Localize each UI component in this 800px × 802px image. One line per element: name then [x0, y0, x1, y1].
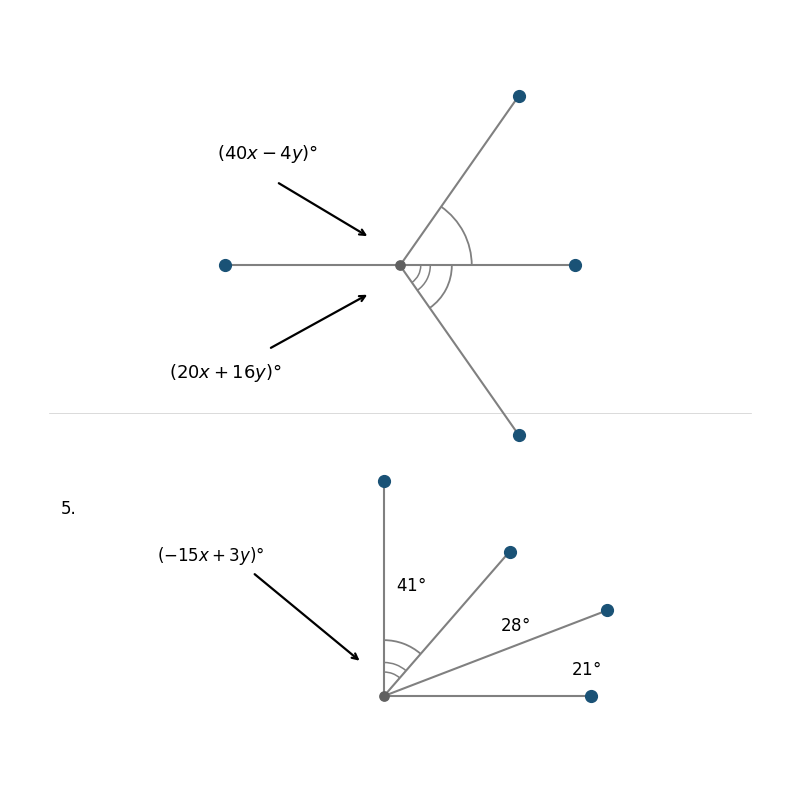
- Point: [601, 604, 614, 617]
- Point: [569, 259, 582, 272]
- Point: [218, 259, 231, 272]
- Point: [378, 690, 390, 703]
- Point: [513, 89, 526, 102]
- Text: $28°$: $28°$: [500, 617, 530, 635]
- Text: $21°$: $21°$: [571, 662, 602, 679]
- Text: $(20x+16y)°$: $(20x+16y)°$: [169, 362, 282, 384]
- Text: $(40x-4y)°$: $(40x-4y)°$: [217, 143, 318, 165]
- Point: [585, 690, 598, 703]
- Point: [513, 429, 526, 442]
- Text: $(-15x+3y)°$: $(-15x+3y)°$: [157, 545, 264, 568]
- Text: 5.: 5.: [61, 500, 77, 517]
- Text: $41°$: $41°$: [396, 577, 426, 595]
- Point: [503, 545, 516, 558]
- Point: [394, 259, 406, 272]
- Point: [378, 474, 390, 487]
